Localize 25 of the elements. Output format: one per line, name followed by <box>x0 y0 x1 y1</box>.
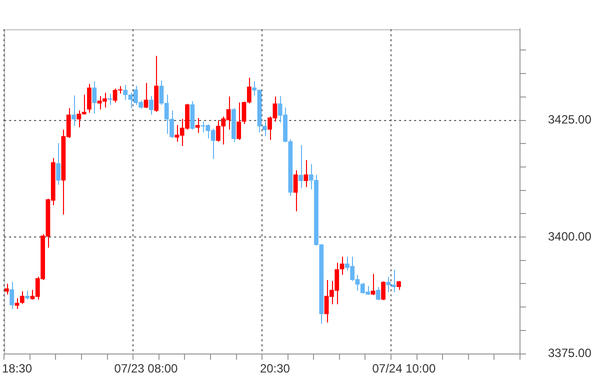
candlestick <box>144 82 148 109</box>
candlestick <box>376 286 380 301</box>
candlestick <box>10 281 14 310</box>
candlestick <box>72 95 76 126</box>
candlestick <box>148 95 154 116</box>
x-tick-label: 07/23 08:00 <box>114 361 178 376</box>
y-tick-label: 3375.00 <box>548 346 592 360</box>
candlestick <box>381 280 386 301</box>
candlestick <box>304 159 308 188</box>
candlestick <box>56 142 60 186</box>
candlestick <box>92 81 97 114</box>
candlestick <box>236 102 242 140</box>
x-tick-label: 07/24 10:00 <box>372 361 436 376</box>
x-tick-label: 20:30 <box>260 361 290 376</box>
y-tick-label: 3400.00 <box>548 229 592 244</box>
candlestick <box>340 256 344 276</box>
candlestick <box>370 273 376 296</box>
x-tick-label: 18:30 <box>2 361 32 376</box>
y-tick-label: 3425.00 <box>548 112 592 127</box>
candlestick <box>293 170 298 212</box>
candlestick <box>20 290 24 304</box>
candlestick <box>4 283 9 295</box>
candlestick <box>298 144 303 188</box>
candlestick <box>87 83 92 114</box>
candlestick <box>195 117 200 134</box>
